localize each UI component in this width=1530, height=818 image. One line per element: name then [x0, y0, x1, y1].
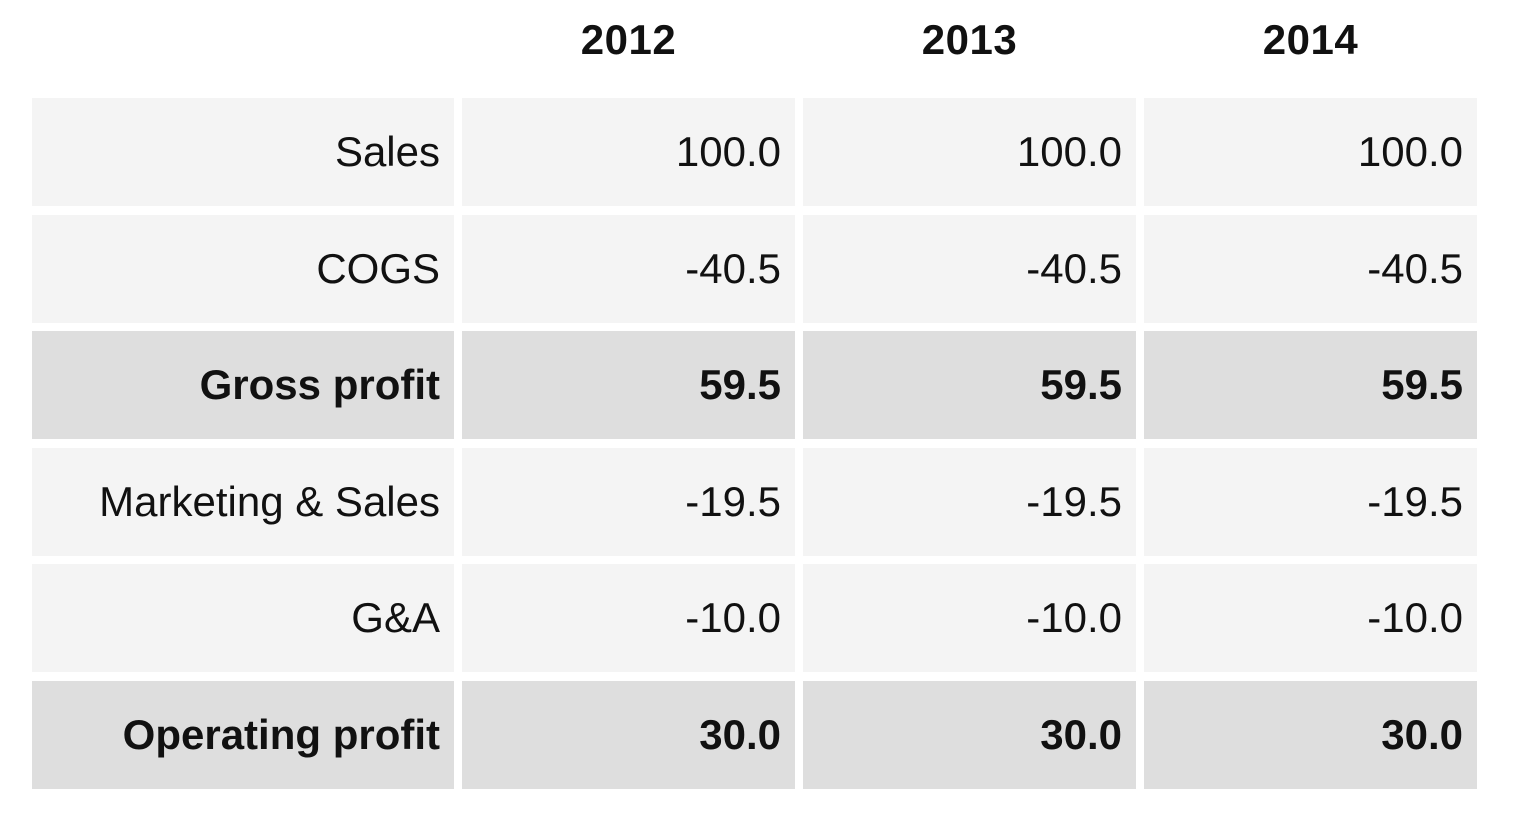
table-cell-value: 30.0 — [1144, 680, 1477, 789]
table-cell-value: 30.0 — [462, 680, 795, 789]
table-cell-value: 59.5 — [803, 331, 1136, 440]
row-label: Gross profit — [32, 331, 454, 440]
table-row-operating-profit: Operating profit 30.0 30.0 30.0 — [32, 680, 1477, 789]
column-header-2014: 2014 — [1262, 16, 1359, 63]
table-cell-value: 100.0 — [462, 98, 795, 206]
table-cell-value: 59.5 — [1144, 331, 1477, 440]
table-cell-value: 100.0 — [803, 98, 1136, 206]
table-cell-value: -10.0 — [462, 564, 795, 673]
table-cell-value: -40.5 — [803, 214, 1136, 323]
table-row-g-and-a: G&A -10.0 -10.0 -10.0 — [32, 564, 1477, 673]
row-label: Sales — [32, 98, 454, 206]
table-cell-value: 100.0 — [1144, 98, 1477, 206]
column-header-2012: 2012 — [580, 16, 677, 63]
table-cell-value: -40.5 — [1144, 214, 1477, 323]
table-cell-value: -19.5 — [803, 447, 1136, 556]
table-cell-value: 30.0 — [803, 680, 1136, 789]
row-label: COGS — [32, 214, 454, 323]
column-header-2013: 2013 — [921, 16, 1018, 63]
row-label: Operating profit — [32, 680, 454, 789]
table-header-row: 2012 2013 2014 — [32, 0, 1476, 98]
table-row-sales: Sales 100.0 100.0 100.0 — [32, 98, 1477, 206]
table-cell-value: -10.0 — [803, 564, 1136, 673]
table-row-marketing-sales: Marketing & Sales -19.5 -19.5 -19.5 — [32, 447, 1477, 556]
table-cell-value: -10.0 — [1144, 564, 1477, 673]
table-cell-value: -19.5 — [462, 447, 795, 556]
table-row-cogs: COGS -40.5 -40.5 -40.5 — [32, 214, 1477, 323]
financial-table: 2012 2013 2014 Sales 100.0 100.0 100.0 C… — [32, 0, 1477, 798]
table-cell-value: 59.5 — [462, 331, 795, 440]
table-row-gross-profit: Gross profit 59.5 59.5 59.5 — [32, 331, 1477, 440]
table-cell-value: -40.5 — [462, 214, 795, 323]
header-blank-cell — [32, 0, 454, 80]
table-cell-value: -19.5 — [1144, 447, 1477, 556]
row-label: G&A — [32, 564, 454, 673]
row-label: Marketing & Sales — [32, 447, 454, 556]
